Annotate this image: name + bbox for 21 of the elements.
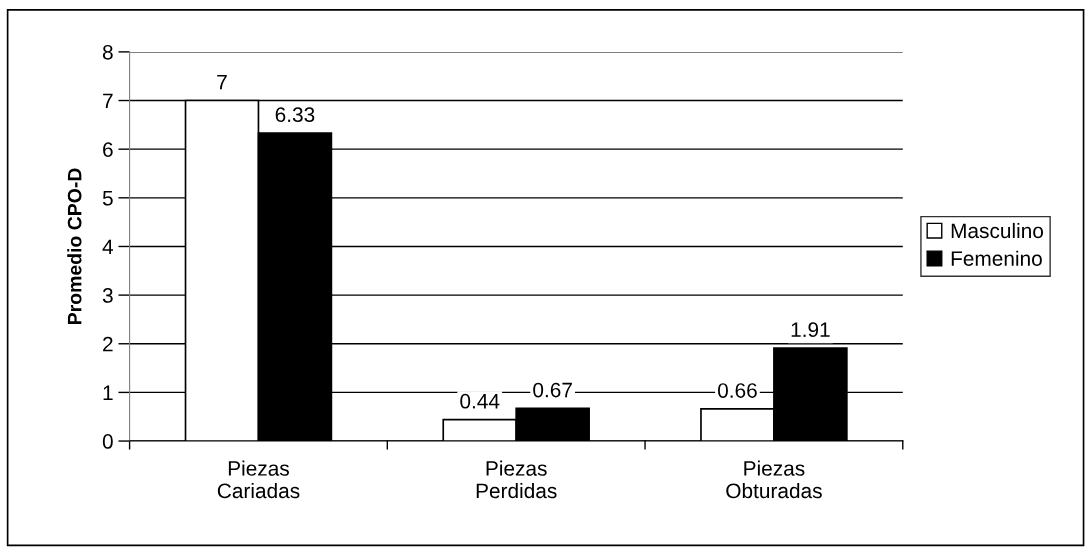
- legend-label: Masculino: [951, 222, 1044, 239]
- y-axis-title: Promedio CPO-D: [67, 168, 82, 325]
- x-tick-label: Piezas Cariadas: [217, 460, 300, 499]
- x-tick-label: Piezas Perdidas: [476, 460, 557, 499]
- y-tick-label: 8: [102, 44, 113, 60]
- y-tick-label: 7: [103, 93, 113, 109]
- y-tick-label: 2: [103, 336, 113, 352]
- y-tick-label: 3: [102, 288, 113, 303]
- y-tick-label: 4: [102, 239, 114, 255]
- y-tick-label: 6: [103, 142, 113, 157]
- y-tick-label: 5: [102, 191, 113, 206]
- data-label: 0.67: [533, 382, 572, 398]
- data-label: 0.66: [717, 383, 757, 398]
- data-label: 0.44: [460, 393, 500, 409]
- data-label: 6.33: [275, 107, 315, 123]
- legend-label: Femenino: [951, 250, 1042, 266]
- data-label: 1.91: [791, 322, 830, 338]
- y-tick-label: 1: [103, 385, 113, 400]
- data-label: 7: [217, 74, 227, 90]
- x-tick-label: Piezas Obturadas: [726, 460, 822, 499]
- y-tick-label: 0: [102, 434, 113, 449]
